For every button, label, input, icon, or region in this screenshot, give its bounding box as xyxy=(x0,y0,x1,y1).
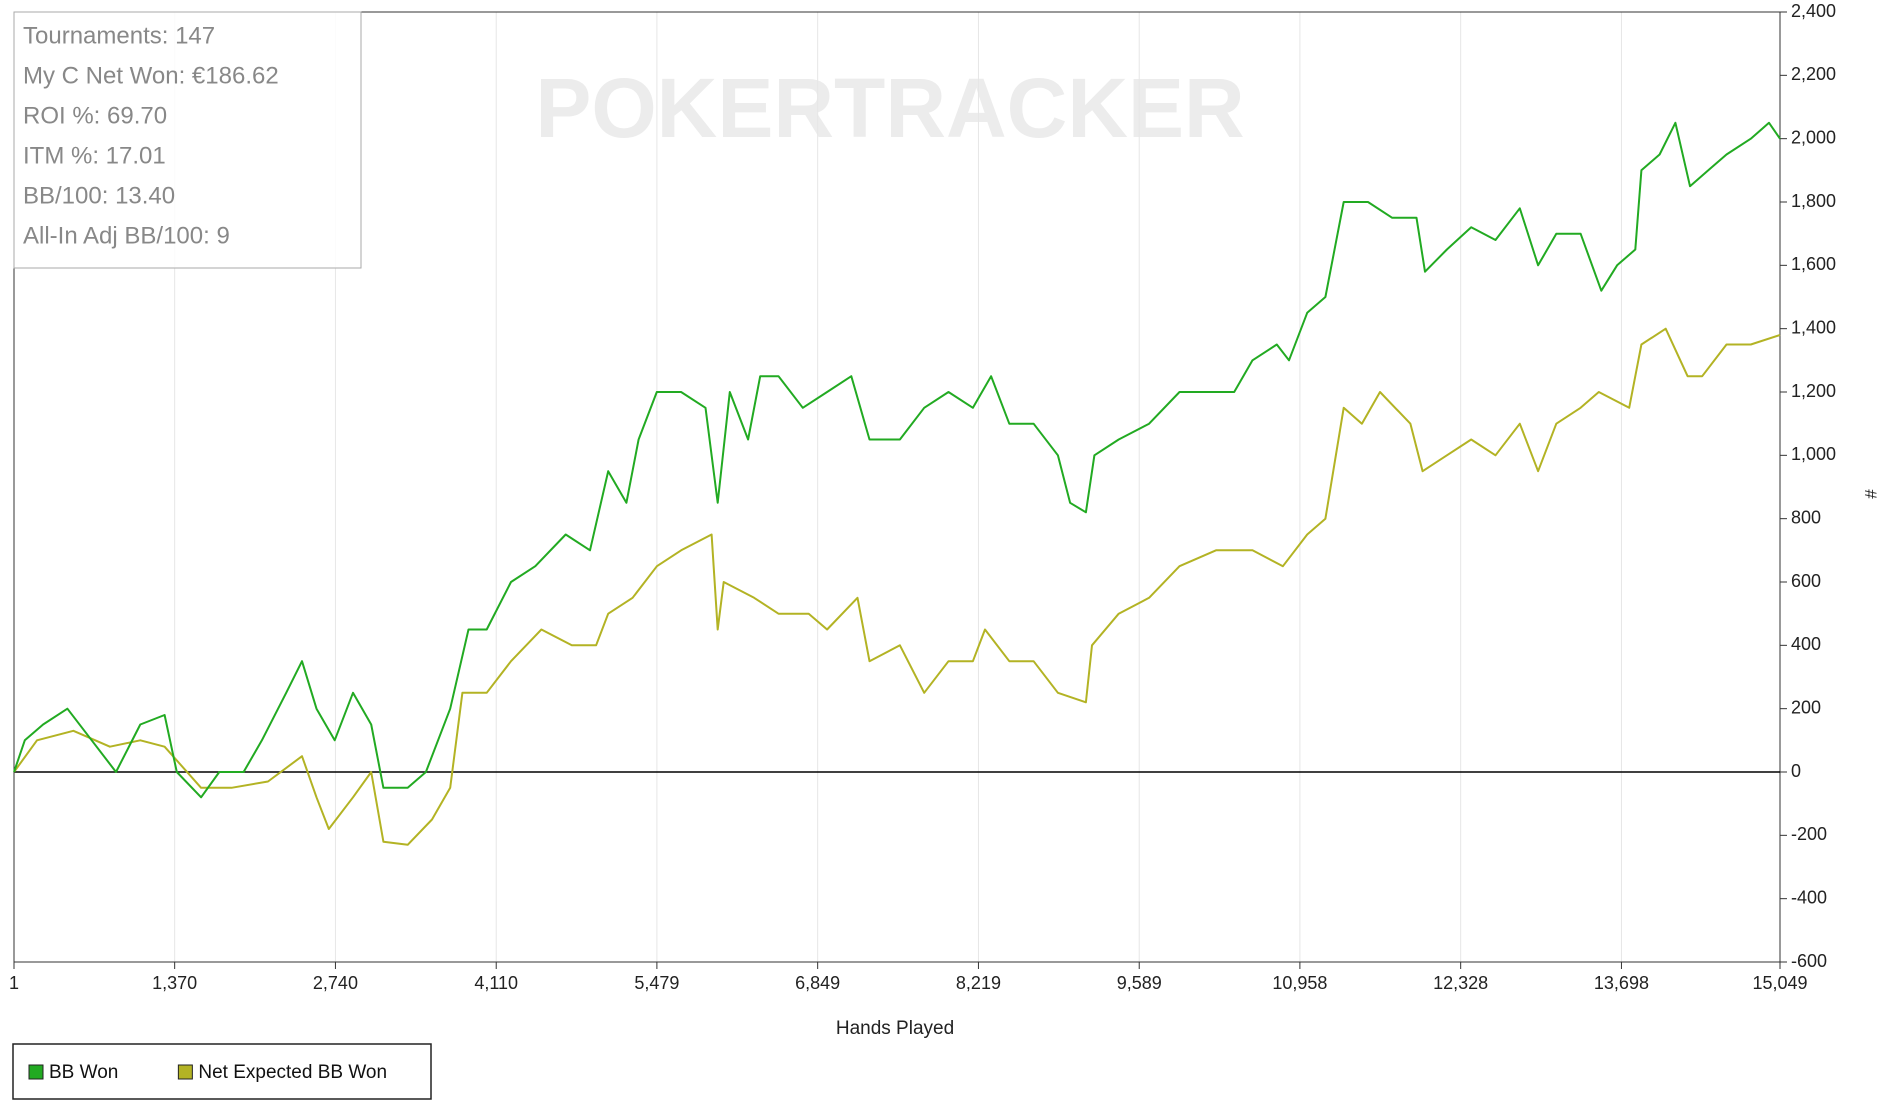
legend-swatch xyxy=(28,1064,44,1080)
y-tick-label: -600 xyxy=(1791,951,1827,971)
y-tick-label: 0 xyxy=(1791,761,1801,781)
stats-box: Tournaments: 147 My C Net Won: €186.62 ROI… xyxy=(13,11,362,269)
y-tick-label: 400 xyxy=(1791,634,1821,654)
x-tick-label: 8,219 xyxy=(956,973,1001,993)
y-axis-label: # xyxy=(1861,489,1880,499)
x-tick-label: 1 xyxy=(9,973,19,993)
x-tick-label: 2,740 xyxy=(313,973,358,993)
y-tick-label: 600 xyxy=(1791,571,1821,591)
plot-frame xyxy=(13,11,1781,963)
legend: BB Won Net Expected BB Won xyxy=(12,1043,432,1100)
stats-line: ITM %: 17.01 xyxy=(23,142,166,169)
legend-swatch xyxy=(177,1064,193,1080)
stats-line: ROI %: 69.70 xyxy=(23,102,167,129)
y-tick-label: 2,000 xyxy=(1791,127,1836,147)
watermark: POKERTRACKER xyxy=(535,61,1244,155)
y-tick-label: 800 xyxy=(1791,507,1821,527)
x-tick-label: 15,049 xyxy=(1752,973,1807,993)
stats-line: Tournaments: 147 xyxy=(23,22,215,49)
y-tick-label: 1,200 xyxy=(1791,381,1836,401)
legend-box xyxy=(12,1043,432,1100)
x-tick-label: 13,698 xyxy=(1594,973,1649,993)
x-tick-label: 12,328 xyxy=(1433,973,1488,993)
x-tick-label: 5,479 xyxy=(634,973,679,993)
series-line xyxy=(13,327,1781,846)
y-tick-label: 200 xyxy=(1791,697,1821,717)
y-tick-label: -400 xyxy=(1791,887,1827,907)
y-tick-label: 2,200 xyxy=(1791,64,1836,84)
x-tick-label: 6,849 xyxy=(795,973,840,993)
x-tick-label: 1,370 xyxy=(152,973,197,993)
series-line xyxy=(13,121,1781,799)
y-tick-label: 2,400 xyxy=(1791,1,1836,21)
stats-line: BB/100: 13.40 xyxy=(23,182,175,209)
legend-label: BB Won xyxy=(49,1062,118,1083)
stats-box-bg xyxy=(13,11,362,269)
x-tick-label: 10,958 xyxy=(1272,973,1327,993)
y-tick-label: 1,800 xyxy=(1791,191,1836,211)
stats-line: All-In Adj BB/100: 9 xyxy=(23,222,230,249)
y-tick-label: 1,600 xyxy=(1791,254,1836,274)
x-tick-label: 9,589 xyxy=(1117,973,1162,993)
x-axis-label: Hands Played xyxy=(836,1018,954,1039)
y-tick-label: 1,400 xyxy=(1791,317,1836,337)
y-tick-label: 1,000 xyxy=(1791,444,1836,464)
legend-label: Net Expected BB Won xyxy=(198,1062,387,1083)
stats-line: My C Net Won: €186.62 xyxy=(23,62,279,89)
x-tick-label: 4,110 xyxy=(474,973,518,993)
y-tick-label: -200 xyxy=(1791,824,1827,844)
